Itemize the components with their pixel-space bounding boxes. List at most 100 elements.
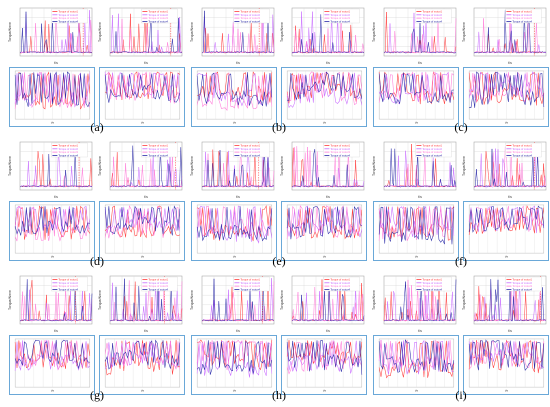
legend-entry: Torque of motor2 bbox=[512, 13, 532, 17]
legend-entry: Torque of motor3 bbox=[148, 150, 168, 154]
chart-right: Torque/Nmm t/s Torque of motor1 Torque of m… bbox=[98, 272, 186, 398]
inset-series-motor2 bbox=[196, 72, 272, 107]
chart-right: Torque/Nmm t/s Torque of motor1 Torque of m… bbox=[98, 4, 186, 130]
legend-entry: Torque of motor1 bbox=[58, 10, 78, 14]
legend-box bbox=[233, 8, 270, 24]
panel-h: Torque/Nmm t/s Torque of motor1 Torque of m… bbox=[190, 272, 368, 400]
inset-plot: t/s bbox=[104, 204, 181, 259]
chart-left: Torque/Nmm t/s Torque of motor1 Torque of m… bbox=[372, 272, 460, 398]
legend-entry: Torque of motor2 bbox=[148, 147, 168, 151]
chart-right: Torque/Nmm t/s Torque of motor1 Torque of m… bbox=[462, 138, 550, 264]
panel-a: Torque/Nmm t/s Torque of motor1 Torque of m… bbox=[8, 4, 186, 132]
chart-right: Torque/Nmm t/s Torque of motor1 Torque of m… bbox=[280, 4, 368, 130]
panel-f: Torque/Nmm t/s Torque of motor1 Torque of m… bbox=[372, 138, 550, 266]
legend-entry: Torque of motor3 bbox=[58, 150, 78, 154]
inset-plot: t/s bbox=[286, 204, 363, 259]
legend-entry: Torque of motor2 bbox=[330, 147, 350, 151]
legend-entry: Torque of motor2 bbox=[58, 281, 78, 285]
inset-series-motor4 bbox=[14, 206, 90, 236]
x-axis-label: t/s bbox=[144, 195, 148, 199]
panel-i: Torque/Nmm t/s Torque of motor1 Torque of m… bbox=[372, 272, 550, 400]
legend-entry: Torque of motor1 bbox=[58, 144, 78, 148]
x-axis-label: t/s bbox=[54, 329, 58, 333]
inset-series-motor2 bbox=[14, 206, 91, 234]
inset-plot: t/s bbox=[468, 70, 545, 125]
legend-entry: Torque of motor2 bbox=[512, 281, 532, 285]
legend-entry: Torque of motor3 bbox=[330, 150, 350, 154]
legend-entry: Torque of motor2 bbox=[148, 281, 168, 285]
zoom-inset: t/s bbox=[463, 201, 549, 261]
inset-x-label: t/s bbox=[51, 389, 55, 393]
inset-plot: t/s bbox=[196, 338, 273, 393]
series-line-motor2 bbox=[292, 11, 365, 54]
x-axis-label: t/s bbox=[418, 329, 422, 333]
inset-plot: t/s bbox=[378, 204, 455, 259]
legend-entry: Torque of motor2 bbox=[58, 147, 78, 151]
panel-caption: (e) bbox=[272, 254, 286, 268]
inset-x-label: t/s bbox=[141, 121, 145, 125]
legend-entry: Torque of motor1 bbox=[422, 10, 442, 14]
inset-series-motor3 bbox=[286, 205, 363, 240]
legend-entry: Torque of motor3 bbox=[330, 16, 350, 20]
legend-entry: Torque of motor1 bbox=[240, 144, 260, 148]
inset-x-label: t/s bbox=[233, 255, 237, 259]
series-line-motor1 bbox=[383, 143, 457, 188]
inset-series-motor2 bbox=[378, 339, 454, 375]
inset-series-motor3 bbox=[468, 205, 544, 232]
panel-e: Torque/Nmm t/s Torque of motor1 Torque of m… bbox=[190, 138, 368, 266]
zoom-inset: t/s bbox=[9, 335, 95, 395]
chart-left: Torque/Nmm t/s Torque of motor1 Torque of m… bbox=[190, 138, 278, 264]
legend-entry: Torque of motor2 bbox=[330, 13, 350, 17]
inset-x-label: t/s bbox=[415, 121, 419, 125]
inset-series-motor4 bbox=[468, 205, 545, 233]
chart-right: Torque/Nmm t/s Torque of motor1 Torque of m… bbox=[280, 272, 368, 398]
inset-series-motor4 bbox=[378, 72, 454, 105]
legend-entry: Torque of motor1 bbox=[240, 10, 260, 14]
inset-plot: t/s bbox=[286, 338, 363, 393]
chart-left: Torque/Nmm t/s Torque of motor1 Torque of m… bbox=[8, 4, 96, 130]
zoom-inset: t/s bbox=[373, 201, 459, 261]
inset-series-motor2 bbox=[286, 205, 363, 238]
series-line-motor3 bbox=[383, 279, 457, 322]
zoom-inset: t/s bbox=[463, 335, 549, 395]
inset-series-motor3 bbox=[286, 71, 363, 105]
legend-box bbox=[415, 8, 452, 24]
y-axis-label: Torque/Nmm bbox=[372, 156, 376, 176]
y-axis-label: Torque/Nmm bbox=[190, 22, 194, 42]
inset-x-label: t/s bbox=[51, 121, 55, 125]
legend-entry: Torque of motor3 bbox=[512, 150, 532, 154]
x-axis-label: t/s bbox=[236, 329, 240, 333]
inset-series-motor3 bbox=[196, 72, 273, 112]
series-line-motor4 bbox=[291, 14, 365, 54]
inset-x-label: t/s bbox=[505, 389, 509, 393]
legend-entry: Torque of motor4 bbox=[240, 153, 260, 157]
inset-x-label: t/s bbox=[141, 255, 145, 259]
legend-entry: Torque of motor3 bbox=[422, 150, 442, 154]
inset-x-label: t/s bbox=[505, 255, 509, 259]
legend-box bbox=[505, 276, 542, 292]
series-line-motor4 bbox=[473, 148, 547, 188]
inset-series-motor4 bbox=[378, 206, 455, 245]
legend-entry: Torque of motor3 bbox=[422, 284, 442, 288]
legend-entry: Torque of motor2 bbox=[240, 13, 260, 17]
legend-box bbox=[141, 8, 178, 24]
legend-entry: Torque of motor2 bbox=[240, 147, 260, 151]
inset-plot: t/s bbox=[378, 70, 455, 125]
inset-series-motor4 bbox=[286, 340, 363, 375]
inset-series-motor4 bbox=[14, 339, 90, 370]
legend-entry: Torque of motor1 bbox=[512, 278, 532, 282]
series-line-motor4 bbox=[291, 280, 365, 322]
x-axis-label: t/s bbox=[144, 329, 148, 333]
series-line-motor4 bbox=[19, 279, 93, 322]
legend-entry: Torque of motor3 bbox=[240, 284, 260, 288]
y-axis-label: Torque/Nmm bbox=[372, 290, 376, 310]
